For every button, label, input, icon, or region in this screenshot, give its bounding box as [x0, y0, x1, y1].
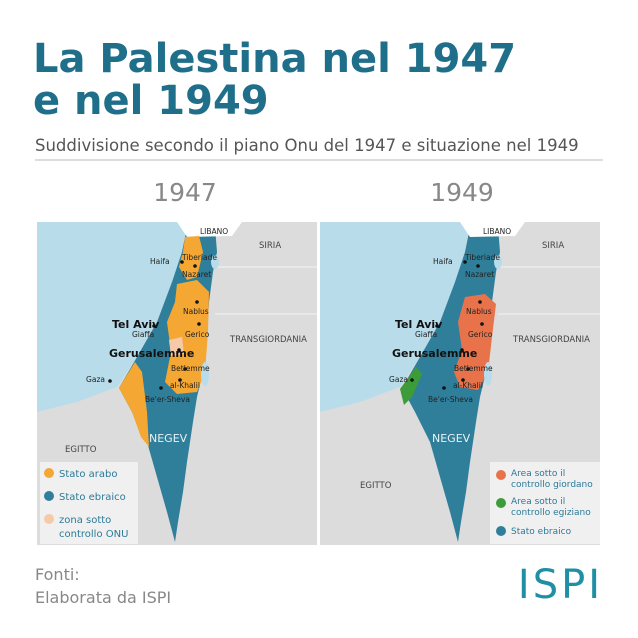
sources: Elaborata da ISPI [35, 588, 171, 607]
legend-label: Stato ebraico [59, 492, 126, 503]
legend-label: controllo egiziano [511, 508, 591, 518]
place-label: Tiberiade [464, 253, 500, 262]
place-label: EGITTO [65, 445, 97, 455]
map-year: 1949 [430, 178, 494, 207]
place-label: Tel Aviv [112, 318, 160, 331]
place-label: SIRIA [259, 241, 281, 251]
map-1949 [320, 222, 600, 545]
place-label: NEGEV [149, 432, 188, 445]
map-year: 1947 [153, 178, 217, 207]
map-1949-labels: LIBANO SIRIA Haifa Tiberiade Nazaret Nab… [360, 227, 593, 537]
legend-label: zona sotto [59, 515, 111, 526]
place-label: Be'er-Sheva [428, 395, 473, 404]
place-label: Nazaret [182, 270, 211, 279]
place-label: Giaffa [132, 330, 154, 339]
place-label: NEGEV [432, 432, 471, 445]
subtitle: Suddivisione secondo il piano Onu del 19… [35, 136, 579, 155]
legend-label: Stato ebraico [511, 527, 572, 537]
place-label: Giaffa [415, 330, 437, 339]
place-label: TRANSGIORDANIA [512, 335, 590, 345]
logo: ISPI [518, 562, 603, 608]
place-label: Tiberiade [181, 253, 217, 262]
place-label: Gerico [185, 330, 210, 339]
title-line: La Palestina nel 1947 [33, 36, 516, 82]
place-label: LIBANO [483, 227, 511, 236]
legend-label: Area sotto il [511, 469, 565, 479]
place-label: Betlemme [454, 364, 493, 373]
legend-label: Area sotto il [511, 497, 565, 507]
place-label: Nablus [466, 307, 492, 316]
place-label: SIRIA [542, 241, 564, 251]
legend-label: controllo giordano [511, 480, 593, 490]
place-label: TRANSGIORDANIA [229, 335, 307, 345]
place-label: Haifa [433, 257, 453, 266]
place-label: Gerusalemme [392, 347, 477, 360]
map-1947 [37, 222, 317, 545]
place-label: Gerusalemme [109, 347, 194, 360]
place-label: Tel Aviv [395, 318, 443, 331]
place-label: Gerico [468, 330, 493, 339]
place-label: al-Khalil [453, 381, 483, 390]
sources-label: Fonti: [35, 565, 80, 584]
place-label: EGITTO [360, 481, 392, 491]
legend-label: Stato arabo [59, 469, 117, 480]
place-label: Haifa [150, 257, 170, 266]
title-line: e nel 1949 [33, 78, 269, 124]
place-label: LIBANO [200, 227, 228, 236]
place-label: Nablus [183, 307, 209, 316]
map-1947-labels: LIBANO SIRIA Haifa Tiberiade Nazaret Nab… [59, 227, 307, 540]
place-label: Nazaret [465, 270, 494, 279]
place-label: Gaza [389, 375, 408, 384]
legend-label: controllo ONU [59, 529, 128, 540]
place-label: Gaza [86, 375, 105, 384]
place-label: Be'er-Sheva [145, 395, 190, 404]
place-label: Betlemme [171, 364, 210, 373]
place-label: al-Khalil [170, 381, 200, 390]
